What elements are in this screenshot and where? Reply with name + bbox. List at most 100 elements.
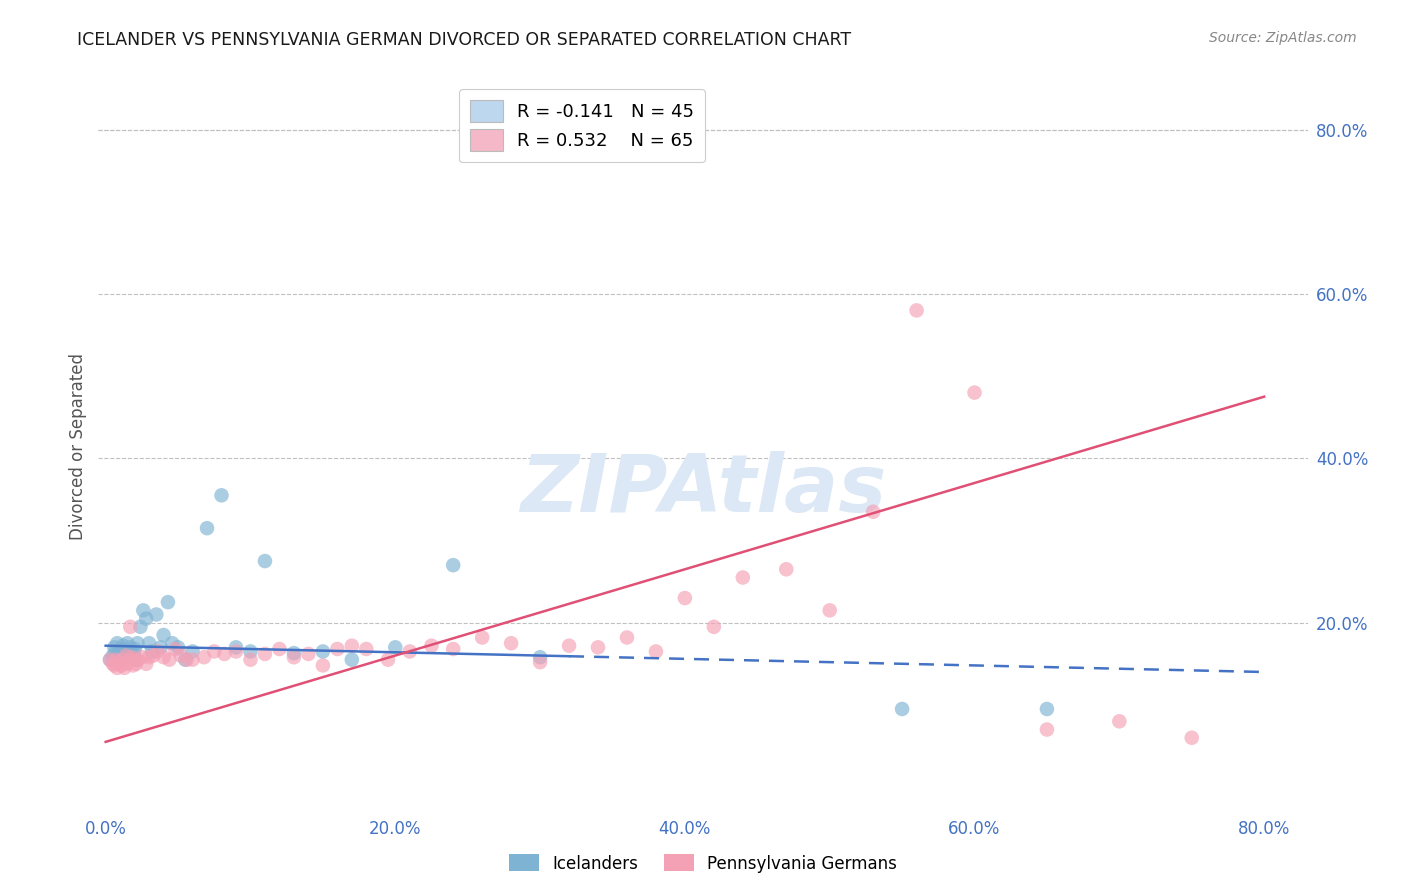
Point	[110, 642, 132, 657]
Point	[145, 607, 167, 622]
Y-axis label: Divorced or Separated: Divorced or Separated	[69, 352, 87, 540]
Point	[170, 648, 193, 663]
Point	[112, 639, 135, 653]
Point	[239, 644, 262, 658]
Point	[118, 646, 141, 660]
Point	[1181, 731, 1204, 745]
Point	[125, 657, 148, 671]
Point	[103, 640, 125, 655]
Point	[165, 642, 187, 657]
Point	[326, 642, 349, 657]
Point	[122, 658, 145, 673]
Point	[107, 655, 129, 669]
Point	[1036, 702, 1059, 716]
Point	[202, 644, 225, 658]
Point	[118, 653, 141, 667]
Point	[122, 644, 145, 658]
Point	[891, 702, 914, 716]
Point	[441, 558, 464, 573]
Point	[181, 644, 204, 658]
Point	[146, 644, 169, 658]
Point	[384, 640, 406, 655]
Point	[98, 653, 121, 667]
Point	[117, 636, 139, 650]
Point	[340, 653, 363, 667]
Point	[558, 639, 581, 653]
Point	[114, 653, 136, 667]
Point	[356, 642, 378, 657]
Point	[1108, 714, 1130, 729]
Point	[211, 488, 233, 502]
Point	[132, 603, 155, 617]
Point	[138, 650, 160, 665]
Point	[340, 639, 363, 653]
Point	[115, 648, 138, 663]
Point	[138, 636, 160, 650]
Legend: Icelanders, Pennsylvania Germans: Icelanders, Pennsylvania Germans	[502, 847, 904, 880]
Point	[135, 611, 157, 625]
Point	[312, 658, 335, 673]
Legend: R = -0.141   N = 45, R = 0.532    N = 65: R = -0.141 N = 45, R = 0.532 N = 65	[460, 89, 704, 162]
Point	[142, 648, 165, 663]
Point	[214, 647, 236, 661]
Point	[193, 650, 215, 665]
Point	[703, 620, 725, 634]
Point	[420, 639, 443, 653]
Point	[818, 603, 841, 617]
Point	[131, 650, 153, 665]
Point	[162, 636, 184, 650]
Point	[125, 653, 148, 667]
Point	[586, 640, 609, 655]
Point	[239, 653, 262, 667]
Point	[114, 661, 136, 675]
Point	[174, 653, 197, 667]
Point	[121, 650, 143, 665]
Point	[195, 521, 218, 535]
Point	[283, 646, 305, 660]
Point	[312, 644, 335, 658]
Point	[862, 505, 884, 519]
Point	[176, 653, 198, 667]
Point	[124, 653, 146, 667]
Text: ICELANDER VS PENNSYLVANIA GERMAN DIVORCED OR SEPARATED CORRELATION CHART: ICELANDER VS PENNSYLVANIA GERMAN DIVORCE…	[77, 31, 852, 49]
Point	[269, 642, 291, 657]
Point	[115, 650, 138, 665]
Point	[377, 653, 399, 667]
Point	[135, 657, 157, 671]
Point	[157, 653, 180, 667]
Point	[101, 648, 124, 663]
Point	[108, 647, 131, 661]
Point	[471, 631, 494, 645]
Point	[1036, 723, 1059, 737]
Point	[905, 303, 928, 318]
Point	[149, 640, 172, 655]
Point	[103, 658, 125, 673]
Point	[152, 628, 174, 642]
Point	[121, 648, 143, 663]
Text: Source: ZipAtlas.com: Source: ZipAtlas.com	[1209, 31, 1357, 45]
Point	[141, 644, 163, 658]
Point	[398, 644, 420, 658]
Point	[129, 620, 152, 634]
Point	[127, 653, 149, 667]
Point	[112, 653, 135, 667]
Point	[104, 644, 127, 658]
Point	[501, 636, 523, 650]
Point	[167, 640, 190, 655]
Point	[110, 658, 132, 673]
Point	[156, 595, 179, 609]
Point	[107, 650, 129, 665]
Point	[253, 554, 276, 568]
Point	[963, 385, 986, 400]
Point	[104, 653, 127, 667]
Point	[283, 650, 305, 665]
Point	[98, 653, 121, 667]
Point	[253, 647, 276, 661]
Point	[120, 640, 142, 655]
Point	[108, 657, 131, 671]
Point	[225, 640, 247, 655]
Point	[529, 655, 551, 669]
Text: ZIPAtlas: ZIPAtlas	[520, 450, 886, 529]
Point	[120, 620, 142, 634]
Point	[529, 650, 551, 665]
